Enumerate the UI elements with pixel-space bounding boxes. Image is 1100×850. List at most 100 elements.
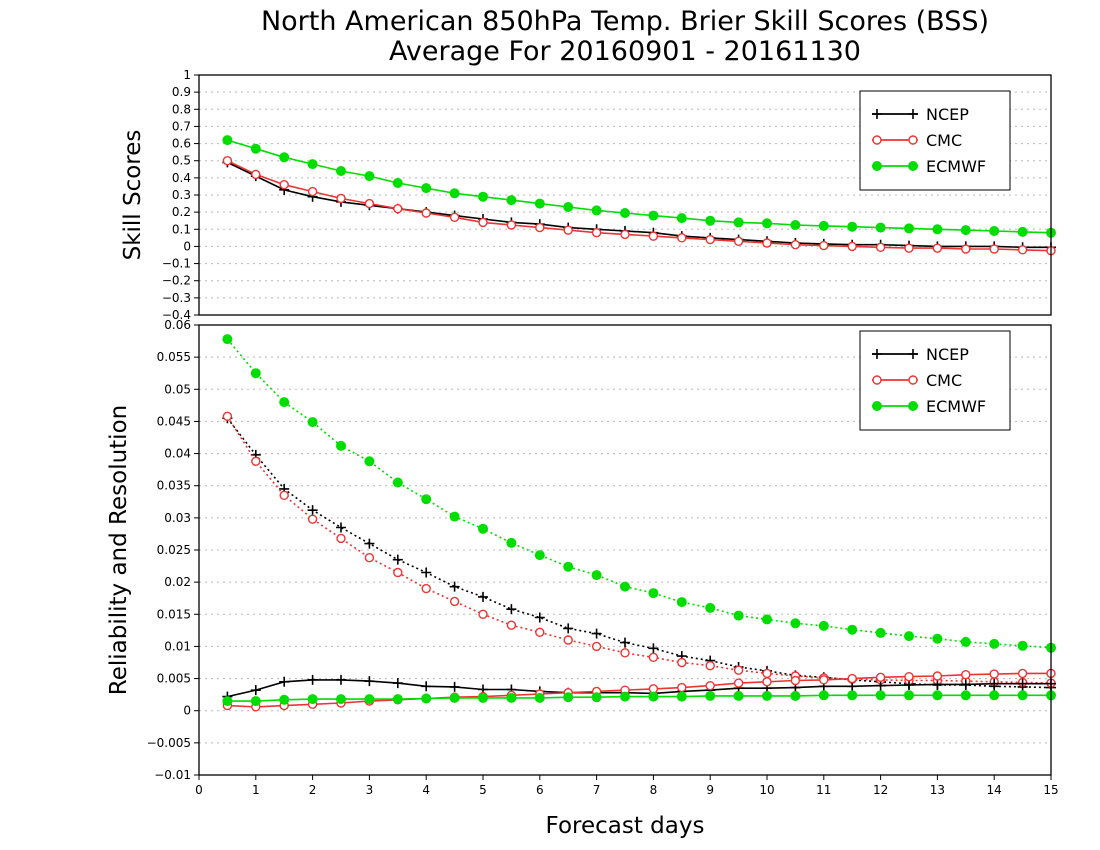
legend-label-cmc: CMC	[926, 131, 962, 150]
data-point-ecmwf	[478, 692, 488, 703]
legend-marker	[872, 349, 882, 359]
data-point-ecmwf	[421, 693, 432, 704]
legend: NCEP CMC ECMWF	[859, 90, 1011, 191]
data-point-ecmwf	[733, 610, 744, 621]
y-tick-label: 0	[183, 704, 191, 718]
data-point-ecmwf	[307, 417, 318, 428]
panel-2: −0.01 −0.005 0 0.005 0.01 0.015 0.02 0.025 0.03 0…	[147, 318, 1056, 782]
data-point-ncep	[648, 643, 659, 654]
data-point-cmc	[364, 553, 375, 563]
x-axis-label: Forecast days	[546, 813, 705, 839]
data-point-cmc	[535, 627, 545, 637]
data-point-ecmwf	[478, 191, 488, 202]
y-tick-label: 0.3	[172, 188, 191, 202]
x-tick-label: 2	[309, 783, 317, 797]
y-tick-label: −0.3	[162, 291, 191, 305]
data-point-ncep	[307, 674, 318, 685]
data-point-ncep	[364, 676, 375, 687]
data-point-ecmwf	[449, 188, 460, 199]
x-tick-label: 1	[252, 783, 260, 797]
y-tick-label: −0.005	[147, 736, 191, 750]
data-point-ecmwf	[762, 614, 772, 625]
data-point-cmc	[421, 583, 431, 594]
data-point-ecmwf	[989, 226, 1000, 236]
data-point-ecmwf	[790, 618, 801, 629]
data-point-ecmwf	[762, 690, 772, 701]
data-point-cmc	[847, 241, 857, 252]
y-tick-label: 0	[183, 239, 191, 253]
data-point-cmc	[875, 242, 886, 252]
data-point-ecmwf	[534, 550, 545, 561]
legend-marker	[872, 135, 882, 145]
data-point-ecmwf	[847, 690, 858, 701]
x-tick-label: 11	[816, 783, 831, 797]
data-point-cmc	[307, 186, 318, 197]
data-point-cmc	[222, 411, 233, 421]
data-point-ncep	[307, 505, 318, 516]
data-point-cmc	[677, 233, 687, 243]
data-point-ecmwf	[790, 220, 801, 230]
data-point-ecmwf	[279, 152, 290, 163]
data-point-ecmwf	[648, 210, 659, 221]
data-point-cmc	[932, 243, 943, 253]
y-tick-label: 0.9	[172, 85, 191, 99]
data-point-ncep	[336, 674, 346, 685]
data-point-ecmwf	[307, 159, 318, 170]
data-point-cmc	[705, 234, 715, 245]
data-point-cmc	[648, 231, 659, 241]
legend-label-ncep: NCEP	[926, 105, 969, 124]
y-tick-label: 0.005	[157, 672, 191, 686]
data-point-ecmwf	[960, 225, 971, 236]
data-point-cmc	[449, 596, 460, 607]
data-point-ecmwf	[250, 368, 261, 379]
legend-marker	[872, 109, 882, 119]
data-point-cmc	[620, 648, 630, 658]
legend-marker	[872, 161, 882, 171]
legend-label-ncep: NCEP	[926, 345, 969, 364]
series-line-cmc	[227, 159, 1052, 252]
legend-marker	[872, 401, 882, 411]
data-point-ncep	[449, 581, 460, 592]
legend-label-ecmwf: ECMWF	[926, 397, 986, 416]
legend-marker	[908, 135, 918, 145]
data-point-cmc	[336, 193, 346, 204]
y-tick-label: 0.6	[172, 137, 191, 151]
series-line-ecmwf-reliability	[227, 694, 1051, 702]
y-tick-label: 0.8	[172, 102, 191, 116]
data-point-ncep	[449, 681, 460, 692]
data-point-cmc	[847, 673, 857, 684]
data-point-ecmwf	[620, 691, 630, 702]
y-tick-label: 0.055	[157, 350, 191, 364]
x-tick-label: 15	[1043, 783, 1058, 797]
y-tick-label: 0.01	[164, 639, 191, 653]
legend-marker	[908, 161, 918, 171]
data-point-ecmwf	[364, 694, 375, 705]
data-point-ncep	[421, 681, 432, 692]
data-point-cmc	[535, 222, 545, 233]
data-point-ncep	[534, 612, 545, 623]
x-tick-label: 0	[195, 783, 203, 797]
data-point-ecmwf	[222, 334, 233, 345]
data-point-ecmwf	[506, 692, 517, 703]
y-tick-label: 0.03	[164, 511, 191, 525]
data-point-cmc	[364, 198, 375, 209]
y-tick-label: 0.015	[157, 607, 191, 621]
y-tick-label: 0.05	[164, 382, 191, 396]
data-point-ecmwf	[563, 202, 574, 212]
data-point-cmc	[989, 244, 999, 254]
data-point-ncep	[1017, 678, 1028, 689]
data-point-ecmwf	[932, 690, 943, 701]
data-point-ecmwf	[563, 692, 574, 703]
x-tick-label: 9	[706, 783, 714, 797]
data-point-ncep	[421, 567, 432, 578]
data-point-ecmwf	[818, 690, 829, 701]
data-point-ecmwf	[620, 581, 630, 592]
data-point-ecmwf	[392, 477, 403, 488]
data-point-ncep	[591, 628, 602, 639]
data-point-cmc	[222, 156, 233, 166]
legend-marker	[908, 109, 918, 119]
data-point-ecmwf	[222, 135, 233, 146]
y-tick-label: 0.04	[164, 447, 191, 461]
data-point-ecmwf	[222, 696, 233, 707]
